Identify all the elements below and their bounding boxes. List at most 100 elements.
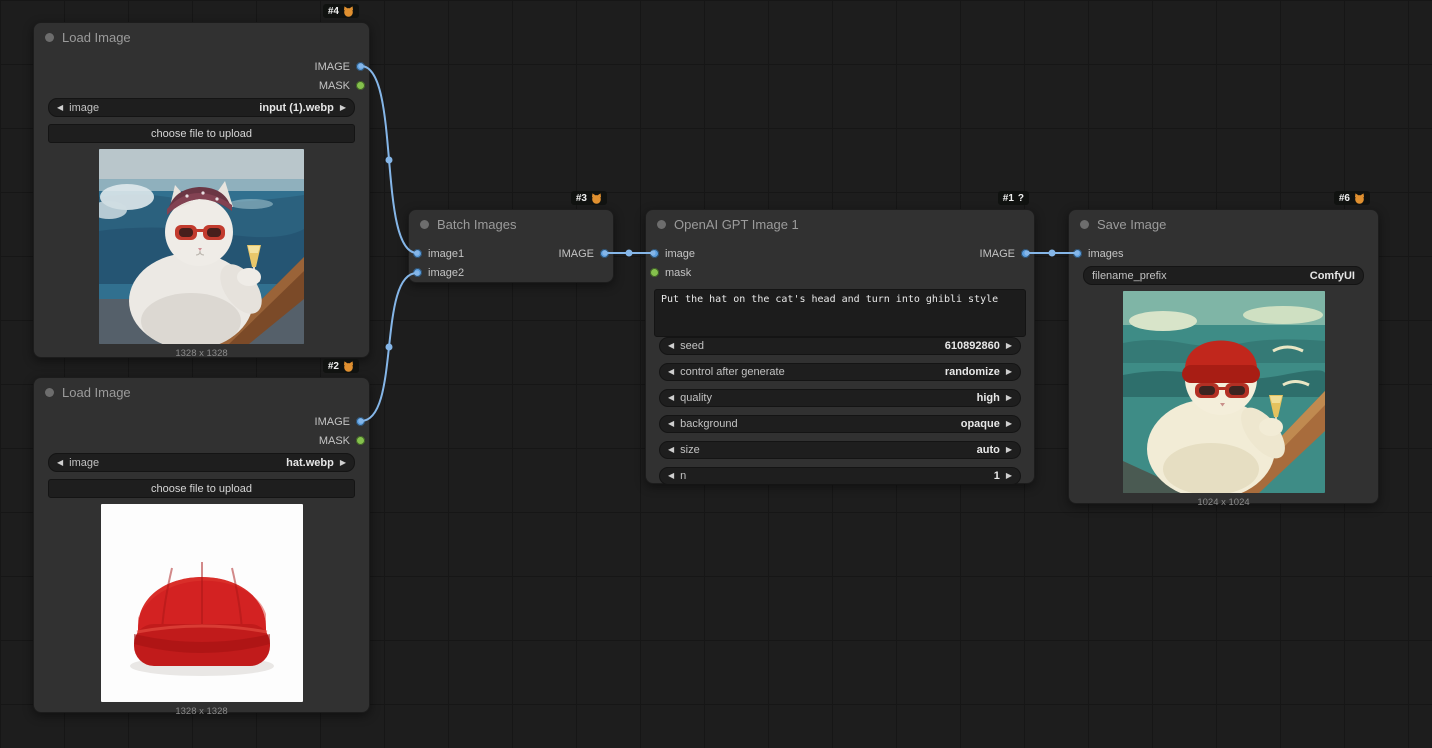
image-output-dot[interactable] bbox=[356, 417, 365, 426]
collapse-dot-icon[interactable] bbox=[1080, 219, 1089, 229]
node-title: Load Image bbox=[62, 29, 131, 45]
image-size-caption: 1328 x 1328 bbox=[175, 348, 228, 359]
input-slot-image1: image1 bbox=[413, 248, 464, 260]
node-header[interactable]: Load Image bbox=[34, 378, 369, 406]
node-badge: #6 bbox=[1333, 191, 1370, 205]
image-input-dot[interactable] bbox=[650, 249, 659, 258]
link-midpoint-dot bbox=[385, 156, 393, 164]
arrow-right-icon[interactable]: ▶ bbox=[1005, 445, 1012, 454]
slot-label: IMAGE bbox=[314, 60, 350, 73]
widget-label: image bbox=[69, 101, 100, 114]
node-badge: #3 bbox=[570, 191, 607, 205]
node-openai-gpt-image[interactable]: #1 ? OpenAI GPT Image 1 image IMAGE mask… bbox=[645, 191, 1035, 485]
mask-output-dot[interactable] bbox=[356, 436, 365, 445]
input-slot-mask: mask bbox=[646, 263, 1034, 282]
widget-value: randomize bbox=[944, 366, 1000, 378]
node-load-image-4[interactable]: #4 Load Image IMAGE MASK ◀ image input (… bbox=[33, 4, 370, 359]
widget-value: 610892860 bbox=[944, 340, 1000, 352]
output-slot-image: IMAGE bbox=[559, 248, 609, 260]
arrow-right-icon[interactable]: ▶ bbox=[339, 457, 346, 467]
arrow-right-icon[interactable]: ▶ bbox=[1005, 367, 1012, 376]
widget-value: ComfyUI bbox=[1309, 269, 1355, 282]
arrow-left-icon[interactable]: ◀ bbox=[668, 393, 675, 402]
arrow-left-icon[interactable]: ◀ bbox=[57, 457, 64, 467]
slot-row: image1 IMAGE bbox=[409, 244, 613, 263]
arrow-right-icon[interactable]: ▶ bbox=[1005, 341, 1012, 350]
image-output-dot[interactable] bbox=[1021, 249, 1030, 258]
badge-number: #1 bbox=[1002, 192, 1014, 204]
arrow-left-icon[interactable]: ◀ bbox=[57, 102, 64, 112]
input-slot-image: image bbox=[650, 248, 695, 260]
choose-file-button[interactable]: choose file to upload bbox=[48, 124, 355, 143]
arrow-right-icon[interactable]: ▶ bbox=[339, 102, 346, 112]
node-batch-images[interactable]: #3 Batch Images image1 IMAGE image2 bbox=[408, 191, 614, 283]
mask-output-dot[interactable] bbox=[356, 81, 365, 90]
slot-label: image1 bbox=[428, 247, 465, 260]
image-combo-widget[interactable]: ◀ image input (1).webp ▶ bbox=[48, 98, 355, 117]
widget-label: n bbox=[680, 470, 687, 482]
badge-question-icon: ? bbox=[1017, 192, 1024, 204]
badge-number: #4 bbox=[327, 5, 339, 17]
cat-icon bbox=[591, 192, 602, 204]
cat-photo-preview bbox=[99, 149, 304, 344]
size-widget[interactable]: ◀ size auto ▶ bbox=[659, 441, 1021, 459]
arrow-right-icon[interactable]: ▶ bbox=[1005, 471, 1012, 480]
image-combo-widget[interactable]: ◀ image hat.webp ▶ bbox=[48, 453, 355, 472]
slot-label: IMAGE bbox=[314, 415, 350, 428]
badge-number: #3 bbox=[575, 192, 587, 204]
control-after-generate-widget[interactable]: ◀ control after generate randomize ▶ bbox=[659, 363, 1021, 381]
node-title: Batch Images bbox=[437, 216, 517, 232]
filename-prefix-widget[interactable]: filename_prefix ComfyUI bbox=[1083, 266, 1364, 285]
arrow-left-icon[interactable]: ◀ bbox=[668, 445, 675, 454]
hat-photo-preview bbox=[100, 504, 303, 702]
link-midpoint-dot bbox=[385, 343, 393, 351]
image-output-dot[interactable] bbox=[356, 62, 365, 71]
widget-label: background bbox=[680, 418, 738, 430]
badge-number: #2 bbox=[327, 360, 339, 372]
slot-label: MASK bbox=[318, 434, 350, 447]
widget-label: control after generate bbox=[680, 366, 785, 378]
output-image-preview bbox=[1122, 291, 1325, 493]
n-widget[interactable]: ◀ n 1 ▶ bbox=[659, 467, 1021, 485]
background-widget[interactable]: ◀ background opaque ▶ bbox=[659, 415, 1021, 433]
arrow-left-icon[interactable]: ◀ bbox=[668, 367, 675, 376]
widget-value: auto bbox=[976, 444, 1000, 456]
slot-label: image bbox=[665, 247, 695, 260]
node-header[interactable]: OpenAI GPT Image 1 bbox=[646, 210, 1034, 238]
collapse-dot-icon[interactable] bbox=[420, 219, 429, 229]
cat-icon bbox=[1354, 192, 1365, 204]
node-badge: #4 bbox=[322, 4, 359, 18]
cat-icon bbox=[343, 360, 354, 372]
collapse-dot-icon[interactable] bbox=[45, 387, 54, 397]
image2-input-dot[interactable] bbox=[413, 268, 422, 277]
seed-widget[interactable]: ◀ seed 610892860 ▶ bbox=[659, 337, 1021, 355]
output-slot-image: IMAGE bbox=[980, 248, 1030, 260]
collapse-dot-icon[interactable] bbox=[45, 32, 54, 42]
output-slot-mask: MASK bbox=[34, 76, 369, 95]
prompt-textarea[interactable]: Put the hat on the cat's head and turn i… bbox=[654, 289, 1026, 337]
mask-input-dot[interactable] bbox=[650, 268, 659, 277]
image1-input-dot[interactable] bbox=[413, 249, 422, 258]
node-load-image-2[interactable]: #2 Load Image IMAGE MASK ◀ image hat.web… bbox=[33, 359, 370, 717]
arrow-right-icon[interactable]: ▶ bbox=[1005, 393, 1012, 402]
output-slot-image: IMAGE bbox=[34, 57, 369, 76]
widget-label: filename_prefix bbox=[1092, 269, 1167, 282]
node-header[interactable]: Save Image bbox=[1069, 210, 1378, 238]
arrow-left-icon[interactable]: ◀ bbox=[668, 419, 675, 428]
slot-label: images bbox=[1088, 247, 1124, 260]
image-output-dot[interactable] bbox=[600, 249, 609, 258]
arrow-right-icon[interactable]: ▶ bbox=[1005, 419, 1012, 428]
node-header[interactable]: Load Image bbox=[34, 23, 369, 51]
quality-widget[interactable]: ◀ quality high ▶ bbox=[659, 389, 1021, 407]
choose-file-button[interactable]: choose file to upload bbox=[48, 479, 355, 498]
node-save-image[interactable]: #6 Save Image images filename_prefix Com… bbox=[1068, 191, 1379, 508]
widget-value: 1 bbox=[993, 470, 1000, 482]
output-slot-mask: MASK bbox=[34, 431, 369, 450]
arrow-left-icon[interactable]: ◀ bbox=[668, 341, 675, 350]
cat-icon bbox=[343, 5, 354, 17]
images-input-dot[interactable] bbox=[1073, 249, 1082, 258]
node-header[interactable]: Batch Images bbox=[409, 210, 613, 238]
collapse-dot-icon[interactable] bbox=[657, 219, 666, 229]
arrow-left-icon[interactable]: ◀ bbox=[668, 471, 675, 480]
